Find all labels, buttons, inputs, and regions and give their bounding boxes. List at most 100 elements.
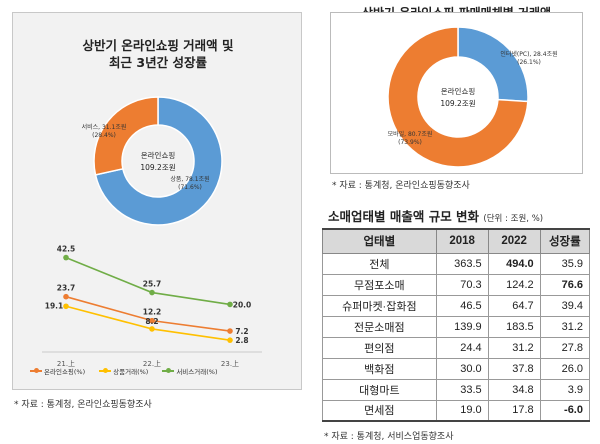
header-2022: 2022 xyxy=(487,228,541,254)
donut-slice-1 xyxy=(387,26,529,168)
cell-2018: 24.4 xyxy=(435,336,489,359)
donut-center-value: 109.2조원 xyxy=(440,99,475,108)
left-chart-title: 상반기 온라인쇼핑 거래액 및 최근 3년간 성장률 xyxy=(13,37,303,71)
cell-category: 백화점 xyxy=(322,357,437,380)
series-0-point-2 xyxy=(227,328,233,334)
series-1-point-2 xyxy=(227,337,233,343)
cell-category: 전체 xyxy=(322,252,437,275)
cell-2022: 31.2 xyxy=(487,336,541,359)
right-source-note: * 자료 : 통계청, 온라인쇼핑동향조사 xyxy=(332,181,470,191)
cell-2022: 17.8 xyxy=(487,399,541,422)
slice-pct-0: (26.1%) xyxy=(517,59,541,66)
slice-pct-0: (71.6%) xyxy=(178,184,202,191)
series-0-point-1 xyxy=(149,317,155,324)
series-2-point-1 xyxy=(149,289,155,296)
cell-category: 슈퍼마켓·잡화점 xyxy=(322,294,437,317)
series-1-point-0 xyxy=(63,303,69,310)
x-tick-label-1: 22.上 xyxy=(143,359,161,368)
legend-swatch-0 xyxy=(30,368,42,373)
cell-2018: 363.5 xyxy=(435,252,489,275)
x-tick-label-2: 23.上 xyxy=(221,359,239,368)
slice-pct-1: (73.9%) xyxy=(398,139,422,146)
cell-growth: 76.6 xyxy=(539,273,591,296)
cell-2022: 183.5 xyxy=(487,315,541,338)
table-row: 전체 363.5 494.0 35.9 xyxy=(322,252,591,275)
table-title-text: 소매업태별 매출액 규모 변화 xyxy=(328,209,480,224)
series-2-point-0 xyxy=(63,254,69,261)
cell-2022: 34.8 xyxy=(487,378,541,401)
legend-label-0: 온라인쇼핑(%) xyxy=(44,368,86,376)
cell-growth: 26.0 xyxy=(539,357,591,380)
slice-label-0: 인터넷(PC), 28.4조원 xyxy=(500,50,557,58)
cell-category: 무점포소매 xyxy=(322,273,437,296)
slice-label-0: 상품, 78.1조원 xyxy=(170,175,209,183)
legend-label-1: 상품거래(%) xyxy=(113,368,149,376)
left-source-note: * 자료 : 통계청, 온라인쇼핑동향조사 xyxy=(14,400,152,410)
series-2-data-label-1: 25.7 xyxy=(143,280,162,289)
donut-slice-1 xyxy=(93,96,159,176)
cell-growth: 31.2 xyxy=(539,315,591,338)
table-row: 편의점 24.4 31.2 27.8 xyxy=(322,336,591,359)
donut-center-label: 온라인쇼핑 xyxy=(441,86,476,96)
cell-2022: 494.0 xyxy=(487,252,541,275)
legend-swatch-1 xyxy=(99,368,112,373)
cell-2018: 19.0 xyxy=(435,399,489,422)
header-growth: 성장률 xyxy=(539,228,591,254)
cell-2022: 37.8 xyxy=(487,357,541,380)
series-0-point-0 xyxy=(63,293,69,300)
cell-growth: -6.0 xyxy=(539,399,591,422)
cell-growth: 3.9 xyxy=(539,378,591,401)
cell-category: 편의점 xyxy=(322,336,437,359)
cell-category: 면세점 xyxy=(322,399,437,422)
left-title-line2: 최근 3년간 성장률 xyxy=(109,55,207,70)
cell-2018: 139.9 xyxy=(435,315,489,338)
series-1-data-label-0: 19.1 xyxy=(45,301,64,310)
series-2-data-label-2: 20.0 xyxy=(233,300,252,309)
table-row: 면세점 19.0 17.8 -6.0 xyxy=(322,399,591,422)
donut-center-label: 온라인쇼핑 xyxy=(141,150,176,160)
table-row: 슈퍼마켓·잡화점 46.5 64.7 39.4 xyxy=(322,294,591,317)
header-category: 업태별 xyxy=(322,228,437,254)
line-chart-legend: 온라인쇼핑(%) 상품거래(%) 서비스거래(%) xyxy=(30,365,280,377)
series-2-data-label-0: 42.5 xyxy=(57,245,76,254)
cell-growth: 27.8 xyxy=(539,336,591,359)
cell-2018: 70.3 xyxy=(435,273,489,296)
series-1-data-label-1: 8.2 xyxy=(145,317,158,326)
slice-label-1: 모바일, 80.7조원 xyxy=(388,130,433,138)
series-0-data-label-0: 23.7 xyxy=(57,284,76,293)
series-2-point-2 xyxy=(227,301,233,308)
series-0-data-label-2: 7.2 xyxy=(235,327,248,336)
legend-item-0: 온라인쇼핑(%) xyxy=(30,366,85,376)
donut-slice-0 xyxy=(94,96,223,226)
series-0-data-label-1: 12.2 xyxy=(143,308,162,317)
table-row: 백화점 30.0 37.8 26.0 xyxy=(322,357,591,380)
table-row: 무점포소매 70.3 124.2 76.6 xyxy=(322,273,591,296)
table-source-note: * 자료 : 통계청, 서비스업동향조사 xyxy=(324,432,454,442)
cell-category: 대형마트 xyxy=(322,378,437,401)
table-header-row: 업태별 2018 2022 성장률 xyxy=(322,228,591,254)
header-2018: 2018 xyxy=(435,228,489,254)
table-unit: (단위 : 조원, %) xyxy=(483,214,544,224)
left-title-line1: 상반기 온라인쇼핑 거래액 및 xyxy=(82,38,234,53)
series-1-point-1 xyxy=(149,326,155,332)
retail-sales-table: 업태별 2018 2022 성장률 전체 363.5 494.0 35.9 무점포소매 7… xyxy=(322,228,591,422)
legend-label-2: 서비스거래(%) xyxy=(176,368,218,376)
slice-pct-1: (28.4%) xyxy=(92,132,116,139)
growth-line-chart: 21.上 22.上 23.上 23.7 12.2 7.2 19.1 8.2 2.8 42.5 25.… xyxy=(42,245,262,368)
cell-growth: 35.9 xyxy=(539,252,591,275)
table-row: 전문소매점 139.9 183.5 31.2 xyxy=(322,315,591,338)
cell-2022: 124.2 xyxy=(487,273,541,296)
cell-category: 전문소매점 xyxy=(322,315,437,338)
legend-item-2: 서비스거래(%) xyxy=(162,366,217,376)
cell-2022: 64.7 xyxy=(487,294,541,317)
legend-swatch-2 xyxy=(162,368,175,373)
cell-2018: 33.5 xyxy=(435,378,489,401)
x-tick-label-0: 21.上 xyxy=(57,359,75,368)
cell-2018: 30.0 xyxy=(435,357,489,380)
legend-item-1: 상품거래(%) xyxy=(99,366,148,376)
channel-donut-chart: 인터넷(PC), 28.4조원(26.1%) 모바일, 80.7조원(73.9%)… xyxy=(387,26,558,168)
cell-growth: 39.4 xyxy=(539,294,591,317)
table-row: 대형마트 33.5 34.8 3.9 xyxy=(322,378,591,401)
cell-2018: 46.5 xyxy=(435,294,489,317)
donut-center-value: 109.2조원 xyxy=(140,163,175,172)
